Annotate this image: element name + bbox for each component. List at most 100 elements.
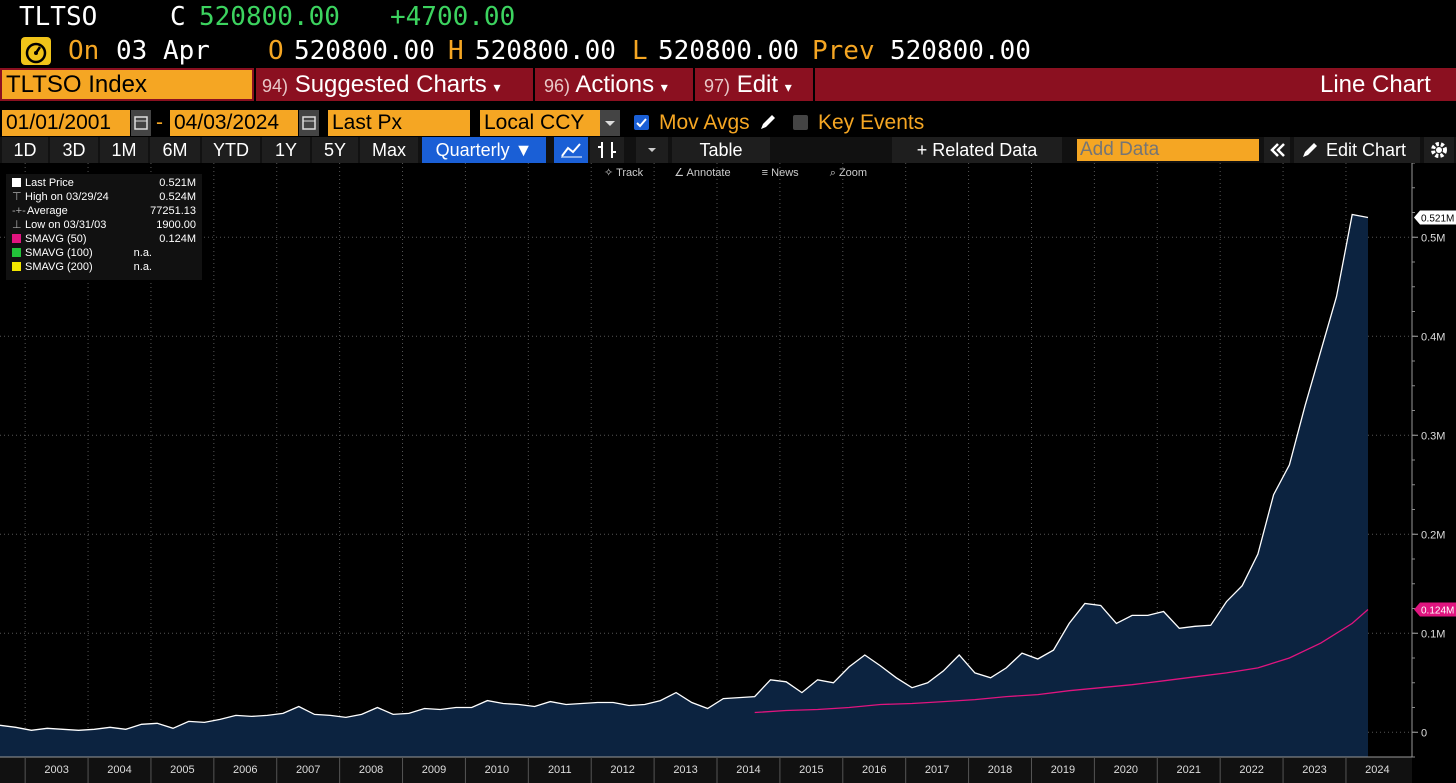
legend-smavg-100: SMAVG (100) n.a.	[12, 246, 200, 260]
edit-menu[interactable]: 97) Edit ▾	[704, 71, 792, 98]
key-events-label[interactable]: Key Events	[818, 111, 925, 134]
legend-high: ⊤ High on 03/29/24 0.524M	[12, 191, 196, 203]
annotate-tool[interactable]: ∠ Annotate	[674, 167, 731, 179]
low-label: L	[632, 36, 648, 66]
x-tick-label: 2008	[359, 764, 383, 776]
x-tick-label: 2014	[736, 764, 760, 776]
x-tick-label: 2009	[422, 764, 446, 776]
change-value: +4700.00	[390, 2, 516, 32]
period-5y[interactable]: 5Y	[312, 137, 358, 163]
candlestick-icon[interactable]	[590, 137, 624, 163]
line-chart-icon[interactable]	[554, 137, 588, 163]
price-chart[interactable]: 0 0.1M 0.2M 0.3M 0.4M 0.5M 2003 2004 2005 2006 20…	[0, 163, 1456, 783]
x-tick-label: 2013	[673, 764, 697, 776]
y-tick-label: 0.5M	[1421, 232, 1445, 244]
last-price-tag	[1414, 210, 1456, 225]
y-tick-label: 0	[1421, 727, 1427, 739]
legend-low: ⊥ Low on 03/31/03 1900.00	[12, 219, 196, 231]
suggested-charts-menu[interactable]: 94) Suggested Charts ▾	[262, 71, 501, 98]
last-price-tag-label: 0.521M	[1421, 213, 1454, 224]
start-date-input[interactable]: 01/01/2001	[2, 110, 130, 136]
chart-style-dropdown-icon[interactable]	[636, 137, 668, 163]
x-tick-label: 2016	[862, 764, 886, 776]
related-data-button[interactable]: + Related Data	[892, 137, 1062, 163]
chart-legend: Last Price 0.521M ⊤ High on 03/29/24 0.524M…	[6, 174, 202, 280]
high-label: H	[448, 36, 464, 66]
x-tick-label: 2003	[44, 764, 68, 776]
x-tick-label: 2017	[925, 764, 949, 776]
x-tick-label: 2023	[1302, 764, 1326, 776]
x-axis-band	[0, 757, 1412, 783]
speedometer-icon[interactable]	[21, 37, 51, 65]
x-tick-label: 2010	[485, 764, 509, 776]
mov-avgs-label[interactable]: Mov Avgs	[659, 111, 750, 134]
track-tool[interactable]: ✧ Track	[604, 167, 644, 179]
quote-line-1: TLTSO C 520800.00 +4700.00	[0, 0, 1456, 34]
high-value: 520800.00	[475, 36, 616, 66]
prev-label: Prev	[812, 36, 875, 66]
currency-select[interactable]: Local CCY	[480, 110, 600, 136]
x-tick-label: 2015	[799, 764, 823, 776]
actions-menu[interactable]: 96) Actions ▾	[544, 71, 668, 98]
x-tick-label: 2020	[1114, 764, 1138, 776]
news-tool[interactable]: ≡ News	[761, 167, 799, 179]
x-tick-label: 2018	[988, 764, 1012, 776]
x-tick-label: 2007	[296, 764, 320, 776]
end-date-input[interactable]: 04/03/2024	[170, 110, 298, 136]
y-tick-label: 0.1M	[1421, 628, 1445, 640]
x-tick-label: 2012	[610, 764, 634, 776]
x-tick-label: 2006	[233, 764, 257, 776]
zoom-tool[interactable]: ⌕ Zoom	[829, 167, 868, 179]
chevron-down-icon[interactable]	[600, 110, 620, 136]
smavg-50-tag	[1414, 602, 1456, 617]
edit-chart-label: Edit Chart	[1326, 140, 1407, 160]
ticker-symbol: TLTSO	[19, 2, 98, 32]
prev-value: 520800.00	[890, 36, 1031, 66]
key-events-checkbox[interactable]	[793, 115, 808, 130]
last-price-area	[0, 214, 1368, 757]
quote-line-2: On 03 Apr O 520800.00 H 520800.00 L 5208…	[0, 34, 1456, 68]
chart-mini-toolbar: ✧ Track ∠ Annotate ≡ News ⌕ Zoom	[604, 166, 895, 180]
calendar-icon[interactable]	[131, 110, 151, 136]
edit-chart-button[interactable]: Edit Chart	[1294, 137, 1420, 163]
last-price-line	[0, 213, 1369, 731]
y-tick-label: 0.2M	[1421, 529, 1445, 541]
y-tick-label: 0.3M	[1421, 430, 1445, 442]
close-value: 520800.00	[199, 2, 340, 32]
period-1m[interactable]: 1M	[100, 137, 148, 163]
period-1d[interactable]: 1D	[2, 137, 48, 163]
x-tick-label: 2024	[1365, 764, 1389, 776]
add-data-input[interactable]	[1077, 139, 1259, 161]
chart-type-label[interactable]: Line Chart	[1320, 71, 1431, 98]
date-range-dash: -	[156, 111, 163, 134]
x-tick-label: 2005	[170, 764, 194, 776]
x-tick-label: 2022	[1239, 764, 1263, 776]
period-ytd[interactable]: YTD	[202, 137, 260, 163]
pencil-icon[interactable]	[758, 112, 778, 136]
frequency-select[interactable]: Quarterly ▼	[422, 137, 546, 163]
collapse-icon[interactable]	[1264, 137, 1290, 163]
quote-date: 03 Apr	[116, 36, 210, 66]
mov-avgs-checkbox[interactable]	[634, 115, 649, 130]
open-label: O	[268, 36, 284, 66]
period-3d[interactable]: 3D	[50, 137, 98, 163]
period-6m[interactable]: 6M	[150, 137, 200, 163]
legend-smavg-50: SMAVG (50) 0.124M	[12, 232, 200, 246]
field-select[interactable]: Last Px	[328, 110, 470, 136]
period-1y[interactable]: 1Y	[262, 137, 310, 163]
smavg-50-tag-label: 0.124M	[1421, 605, 1454, 616]
low-value: 520800.00	[658, 36, 799, 66]
close-label: C	[170, 2, 186, 32]
x-tick-label: 2021	[1176, 764, 1200, 776]
period-max[interactable]: Max	[360, 137, 418, 163]
legend-average: -+-Average 77251.13	[12, 205, 196, 217]
legend-smavg-200: SMAVG (200) n.a.	[12, 260, 200, 274]
menu-bar: 94) Suggested Charts ▾ 96) Actions ▾ 97)…	[0, 68, 1456, 101]
y-tick-label: 0.4M	[1421, 331, 1445, 343]
x-tick-label: 2019	[1051, 764, 1075, 776]
table-button[interactable]: Table	[672, 137, 770, 163]
security-input[interactable]: TLTSO Index	[2, 70, 252, 99]
calendar-icon-end[interactable]	[299, 110, 319, 136]
smavg-50-line	[754, 609, 1369, 714]
gear-icon[interactable]	[1424, 137, 1454, 163]
